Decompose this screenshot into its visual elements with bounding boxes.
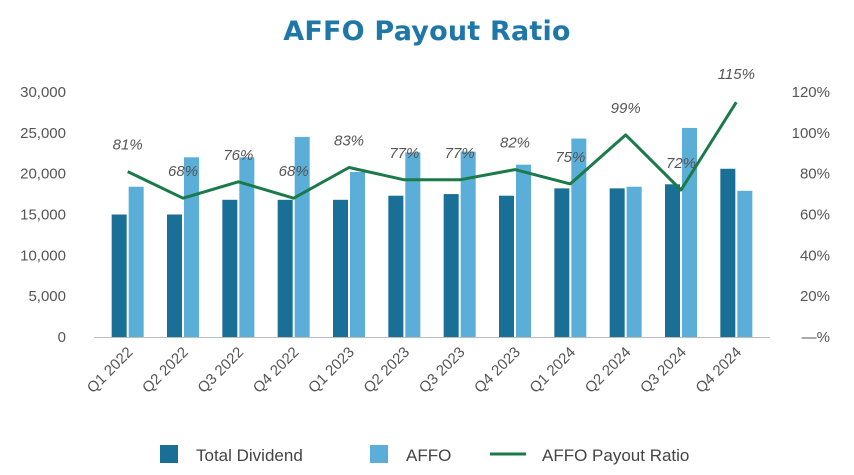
bar-affo	[516, 164, 531, 337]
x-tick-label: Q1 2022	[84, 344, 137, 397]
x-tick-label: Q2 2024	[582, 344, 635, 397]
bar-affo	[460, 151, 476, 337]
legend-label: AFFO	[406, 446, 451, 465]
legend: Total Dividend AFFO AFFO Payout Ratio	[160, 445, 689, 465]
bar-total-dividend	[388, 195, 404, 337]
left-tick-label: 10,000	[20, 247, 66, 264]
x-tick-label: Q2 2022	[139, 344, 192, 397]
payout-ratio-label: 76%	[223, 147, 253, 164]
x-tick-label: Q2 2023	[360, 344, 413, 397]
payout-ratio-label: 83%	[334, 133, 364, 150]
left-tick-label: 0	[58, 329, 66, 346]
x-tick-label: Q3 2023	[416, 344, 469, 397]
payout-ratio-label: 68%	[279, 163, 309, 180]
x-tick-label: Q4 2022	[250, 344, 303, 397]
bar-total-dividend	[277, 199, 293, 337]
payout-ratio-label: 77%	[389, 145, 419, 162]
bar-affo	[350, 172, 365, 337]
x-tick-label: Q1 2023	[305, 344, 358, 397]
bar-total-dividend	[665, 184, 680, 337]
bar-total-dividend	[333, 199, 348, 337]
right-tick-label: —%	[802, 329, 830, 346]
bar-total-dividend	[443, 194, 459, 337]
legend-swatch	[160, 445, 178, 463]
right-tick-label: 120%	[792, 84, 830, 101]
bar-total-dividend	[499, 195, 514, 337]
x-axis-labels: Q1 2022 Q2 2022 Q3 2022 Q4 2022 Q1 2023 Q2 20…	[84, 344, 745, 397]
right-tick-label: 80%	[800, 166, 830, 183]
bar-affo	[294, 136, 310, 337]
payout-line-layer: 81% 68% 76% 68% 83% 77% 77% 82% 75% 99% 72% 115%	[113, 66, 755, 200]
left-tick-label: 25,000	[20, 125, 66, 142]
payout-ratio-label: 99%	[611, 100, 641, 117]
payout-ratio-label: 115%	[718, 66, 755, 83]
payout-ratio-label: 75%	[555, 149, 585, 166]
x-tick-label: Q3 2024	[637, 344, 690, 397]
payout-ratio-label: 72%	[666, 155, 696, 172]
bar-total-dividend	[111, 214, 127, 337]
bar-total-dividend	[222, 199, 238, 337]
payout-ratio-label: 81%	[113, 137, 143, 154]
right-axis: —% 20% 40% 60% 80% 100% 120%	[792, 84, 830, 346]
right-tick-label: 60%	[800, 207, 830, 224]
bar-affo	[239, 157, 255, 337]
left-tick-label: 15,000	[20, 207, 66, 224]
left-tick-label: 30,000	[20, 84, 66, 101]
x-tick-label: Q4 2023	[471, 344, 524, 397]
legend-swatch	[370, 445, 388, 463]
right-tick-label: 100%	[792, 125, 830, 142]
bar-total-dividend	[720, 168, 736, 337]
right-tick-label: 40%	[800, 247, 830, 264]
x-tick-label: Q1 2024	[526, 344, 579, 397]
left-axis: 0 5,000 10,000 15,000 20,000 25,000 30,000	[20, 84, 66, 346]
bar-affo	[405, 152, 421, 337]
bar-total-dividend	[554, 188, 570, 337]
legend-label: AFFO Payout Ratio	[542, 446, 689, 465]
right-tick-label: 20%	[800, 288, 830, 305]
bar-affo	[128, 186, 144, 337]
x-tick-label: Q4 2024	[692, 344, 745, 397]
bars-layer	[111, 127, 753, 337]
payout-ratio-label: 68%	[168, 163, 198, 180]
bar-affo	[737, 190, 753, 337]
payout-ratio-label: 77%	[445, 145, 475, 162]
bar-affo	[626, 186, 642, 337]
payout-ratio-label: 82%	[500, 135, 530, 152]
chart-title: AFFO Payout Ratio	[283, 16, 571, 47]
bar-total-dividend	[167, 214, 182, 337]
left-tick-label: 5,000	[28, 288, 66, 305]
left-tick-label: 20,000	[20, 166, 66, 183]
payout-ratio-line	[127, 101, 738, 200]
bar-affo	[184, 157, 199, 337]
bar-affo	[571, 138, 587, 337]
bar-total-dividend	[609, 188, 625, 337]
x-tick-label: Q3 2022	[194, 344, 247, 397]
legend-label: Total Dividend	[196, 446, 303, 465]
